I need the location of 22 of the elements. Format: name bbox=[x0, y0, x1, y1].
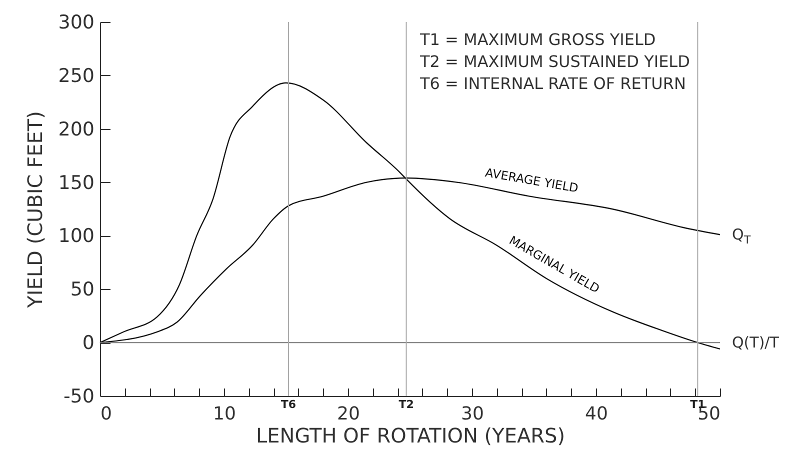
x-tick-label: 40 bbox=[585, 404, 608, 424]
text: AVERAGE YIELD bbox=[484, 166, 580, 196]
x-tick-label: 20 bbox=[337, 404, 360, 424]
y-tick-label: 50 bbox=[70, 278, 94, 301]
y-tick-label: 100 bbox=[58, 225, 94, 248]
ref-line-label: T6 bbox=[280, 398, 296, 411]
annotation: T6 = INTERNAL RATE OF RETURN bbox=[419, 74, 686, 93]
ref-line-label: T2 bbox=[398, 398, 414, 411]
x-tick-label: 0 bbox=[100, 404, 112, 424]
x-tick-label: 10 bbox=[213, 404, 236, 424]
x-tick-label: 30 bbox=[461, 404, 484, 424]
y-tick-label: 200 bbox=[58, 118, 94, 140]
annotation: Q(T)/T bbox=[732, 334, 780, 352]
y-tick-label: 150 bbox=[58, 172, 94, 194]
annotation: T2 = MAXIMUM SUSTAINED YIELD bbox=[419, 52, 690, 71]
x-axis-title: LENGTH OF ROTATION (YEARS) bbox=[256, 424, 566, 448]
annotation: T1 = MAXIMUM GROSS YIELD bbox=[419, 30, 656, 49]
y-tick-label: 0 bbox=[82, 332, 94, 354]
y-tick-label: 250 bbox=[58, 64, 94, 87]
y-axis-title: YIELD (CUBIC FEET) bbox=[23, 111, 48, 309]
y-tick-label: -50 bbox=[63, 386, 94, 408]
y-tick-label: 300 bbox=[58, 12, 94, 34]
